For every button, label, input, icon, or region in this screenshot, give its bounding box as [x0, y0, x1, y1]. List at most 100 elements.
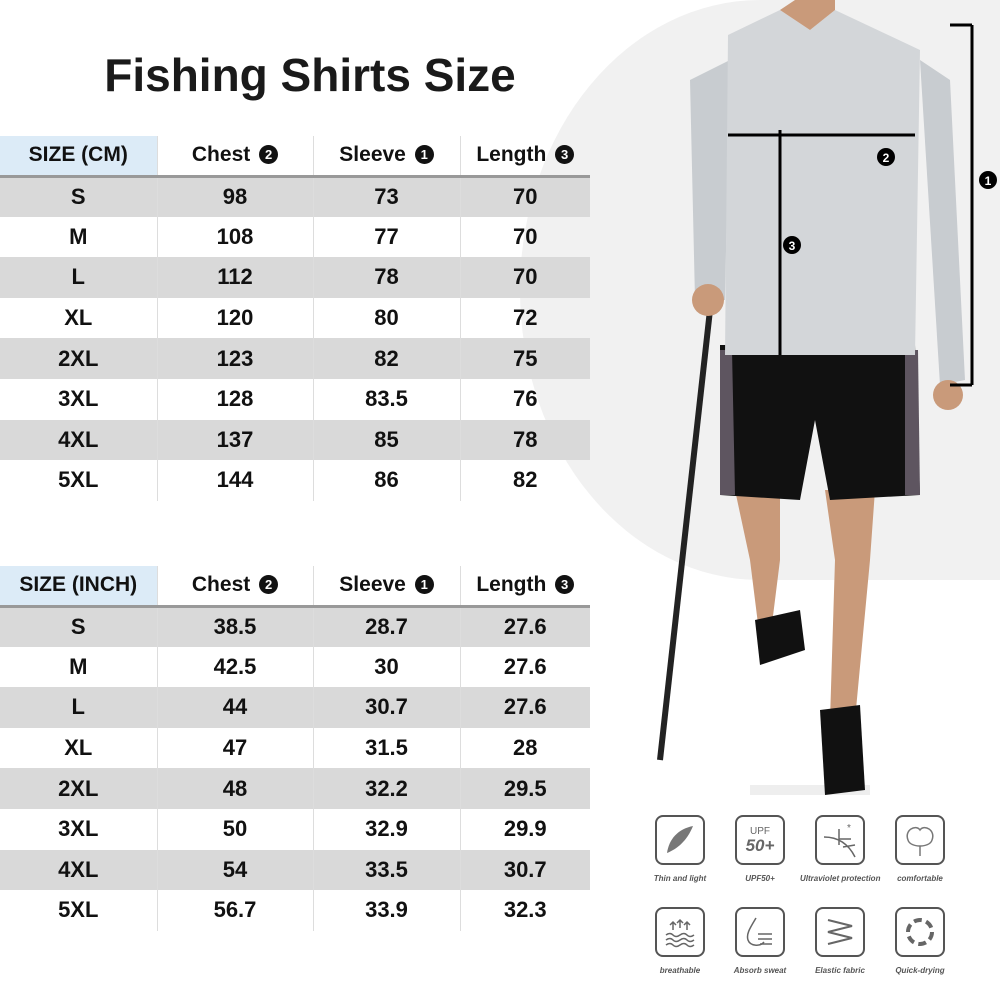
table-cell: 137 — [156, 419, 313, 461]
column-header-label: SIZE (CM) — [28, 143, 128, 167]
table-cell: 30.7 — [312, 687, 460, 728]
water-drop-icon — [735, 907, 785, 957]
table-cell: 108 — [156, 216, 313, 258]
feature-label: Elastic fabric — [815, 966, 865, 975]
feature-icons: Thin and light UPF 50+ UPF50+ * Ultraviol… — [640, 815, 960, 995]
table-cell: 29.9 — [459, 808, 590, 850]
feature-label: Thin and light — [653, 874, 707, 883]
column-header: Length 3 — [459, 136, 590, 178]
column-header-label: Length — [476, 143, 547, 167]
marker-badge: 1 — [414, 145, 434, 165]
feature-thin-light: Thin and light — [640, 815, 720, 883]
shorts — [720, 345, 920, 500]
svg-text:*: * — [847, 823, 851, 834]
table-cell: 2XL — [0, 768, 157, 809]
svg-text:1: 1 — [985, 174, 992, 188]
table-cell: 27.6 — [459, 606, 590, 647]
uv-protection-icon: * — [815, 815, 865, 865]
table-cell: 27.6 — [459, 687, 590, 728]
table-cell: 48 — [156, 768, 313, 809]
table-cell: 70 — [459, 257, 590, 298]
table-row: 3XL 50 32.9 29.9 — [0, 808, 590, 850]
table-cell: 50 — [156, 808, 313, 850]
column-header-label: Sleeve — [339, 143, 406, 167]
left-shoe — [755, 610, 805, 665]
elastic-icon — [815, 907, 865, 957]
table-cell: 32.9 — [312, 808, 460, 850]
table-cell: 3XL — [58, 386, 99, 412]
table-cell: 28.7 — [312, 606, 460, 647]
table-cell: 33.5 — [312, 849, 460, 891]
left-hand — [692, 284, 724, 316]
table-cell: M — [69, 653, 88, 679]
size-table-cm: SIZE (CM) Chest 2 Sleeve 1 Length 3 S 98 73 70 M… — [0, 136, 590, 501]
table-cell: 38.5 — [156, 606, 313, 647]
size-table-inch: SIZE (INCH) Chest 2 Sleeve 1 Length 3 S 38.5 2… — [0, 566, 590, 931]
marker-2: 2 — [877, 148, 895, 166]
table-cell: 2XL — [0, 338, 157, 379]
table-cell: 5XL — [58, 467, 99, 493]
table-cell: 82 — [312, 338, 460, 379]
table-cell: S — [0, 176, 157, 217]
table-cell: 70 — [459, 176, 590, 217]
table-cell: 98 — [156, 176, 313, 217]
page-title: Fishing Shirts Size — [104, 49, 516, 101]
upf-icon-text-top: UPF — [750, 825, 770, 837]
table-cell: 32.3 — [459, 890, 590, 931]
upf-icon: UPF 50+ — [735, 815, 785, 865]
cotton-icon — [895, 815, 945, 865]
table-cell: M — [69, 223, 88, 249]
right-shoe — [820, 705, 865, 795]
table-cell: 56.7 — [156, 890, 313, 931]
table-cell: 54 — [156, 849, 313, 891]
feature-elastic: Elastic fabric — [800, 907, 880, 975]
quick-dry-icon — [895, 907, 945, 957]
breathable-icon — [655, 907, 705, 957]
svg-text:2: 2 — [883, 151, 890, 165]
table-row: M 42.5 30 27.6 — [0, 646, 590, 688]
table-cell: 73 — [312, 176, 460, 217]
table-cell: 27.6 — [459, 646, 590, 688]
table-cell: 3XL — [58, 816, 99, 842]
table-row: 2XL 123 82 75 — [0, 338, 590, 379]
table-row: S 38.5 28.7 27.6 — [0, 606, 590, 647]
table-row: 5XL 144 86 82 — [0, 460, 590, 501]
table-cell: 85 — [312, 419, 460, 461]
table-cell: 32.2 — [312, 768, 460, 809]
table-cell: 29.5 — [459, 768, 590, 809]
table-cell: 123 — [156, 338, 313, 379]
table-cell: 78 — [312, 257, 460, 298]
column-header-label: SIZE (INCH) — [19, 573, 138, 597]
table-cell: 120 — [156, 297, 313, 339]
table-cell: L — [0, 257, 157, 298]
table-row: 4XL 137 85 78 — [0, 419, 590, 461]
table-cell: 5XL — [58, 897, 99, 923]
svg-text:3: 3 — [789, 239, 796, 253]
table-cell: 75 — [459, 338, 590, 379]
table-cell: 30.7 — [459, 849, 590, 891]
table-cell: 70 — [459, 216, 590, 258]
column-header-label: Sleeve — [339, 573, 406, 597]
feather-icon — [655, 815, 705, 865]
marker-badge: 1 — [414, 575, 434, 595]
table-row: L 112 78 70 — [0, 257, 590, 298]
table-cell: L — [0, 687, 157, 728]
table-cell: 31.5 — [312, 727, 460, 769]
table-cell: 42.5 — [156, 646, 313, 688]
shorts-panel-right — [905, 350, 920, 495]
column-header: SIZE (INCH) — [0, 566, 157, 608]
column-header: SIZE (CM) — [0, 136, 157, 178]
right-leg — [825, 490, 875, 720]
table-cell: 77 — [312, 216, 460, 258]
table-cell: 82 — [459, 460, 590, 501]
table-cell: 83.5 — [312, 378, 460, 420]
table-cell: S — [0, 606, 157, 647]
shorts-panel-left — [720, 350, 735, 495]
table-cell: 44 — [156, 687, 313, 728]
table-cell: 144 — [156, 460, 313, 501]
left-sleeve — [690, 60, 730, 300]
table-row: L 44 30.7 27.6 — [0, 687, 590, 728]
table-cell: XL — [64, 735, 93, 761]
table-cell: 128 — [156, 378, 313, 420]
marker-badge: 2 — [259, 575, 279, 595]
